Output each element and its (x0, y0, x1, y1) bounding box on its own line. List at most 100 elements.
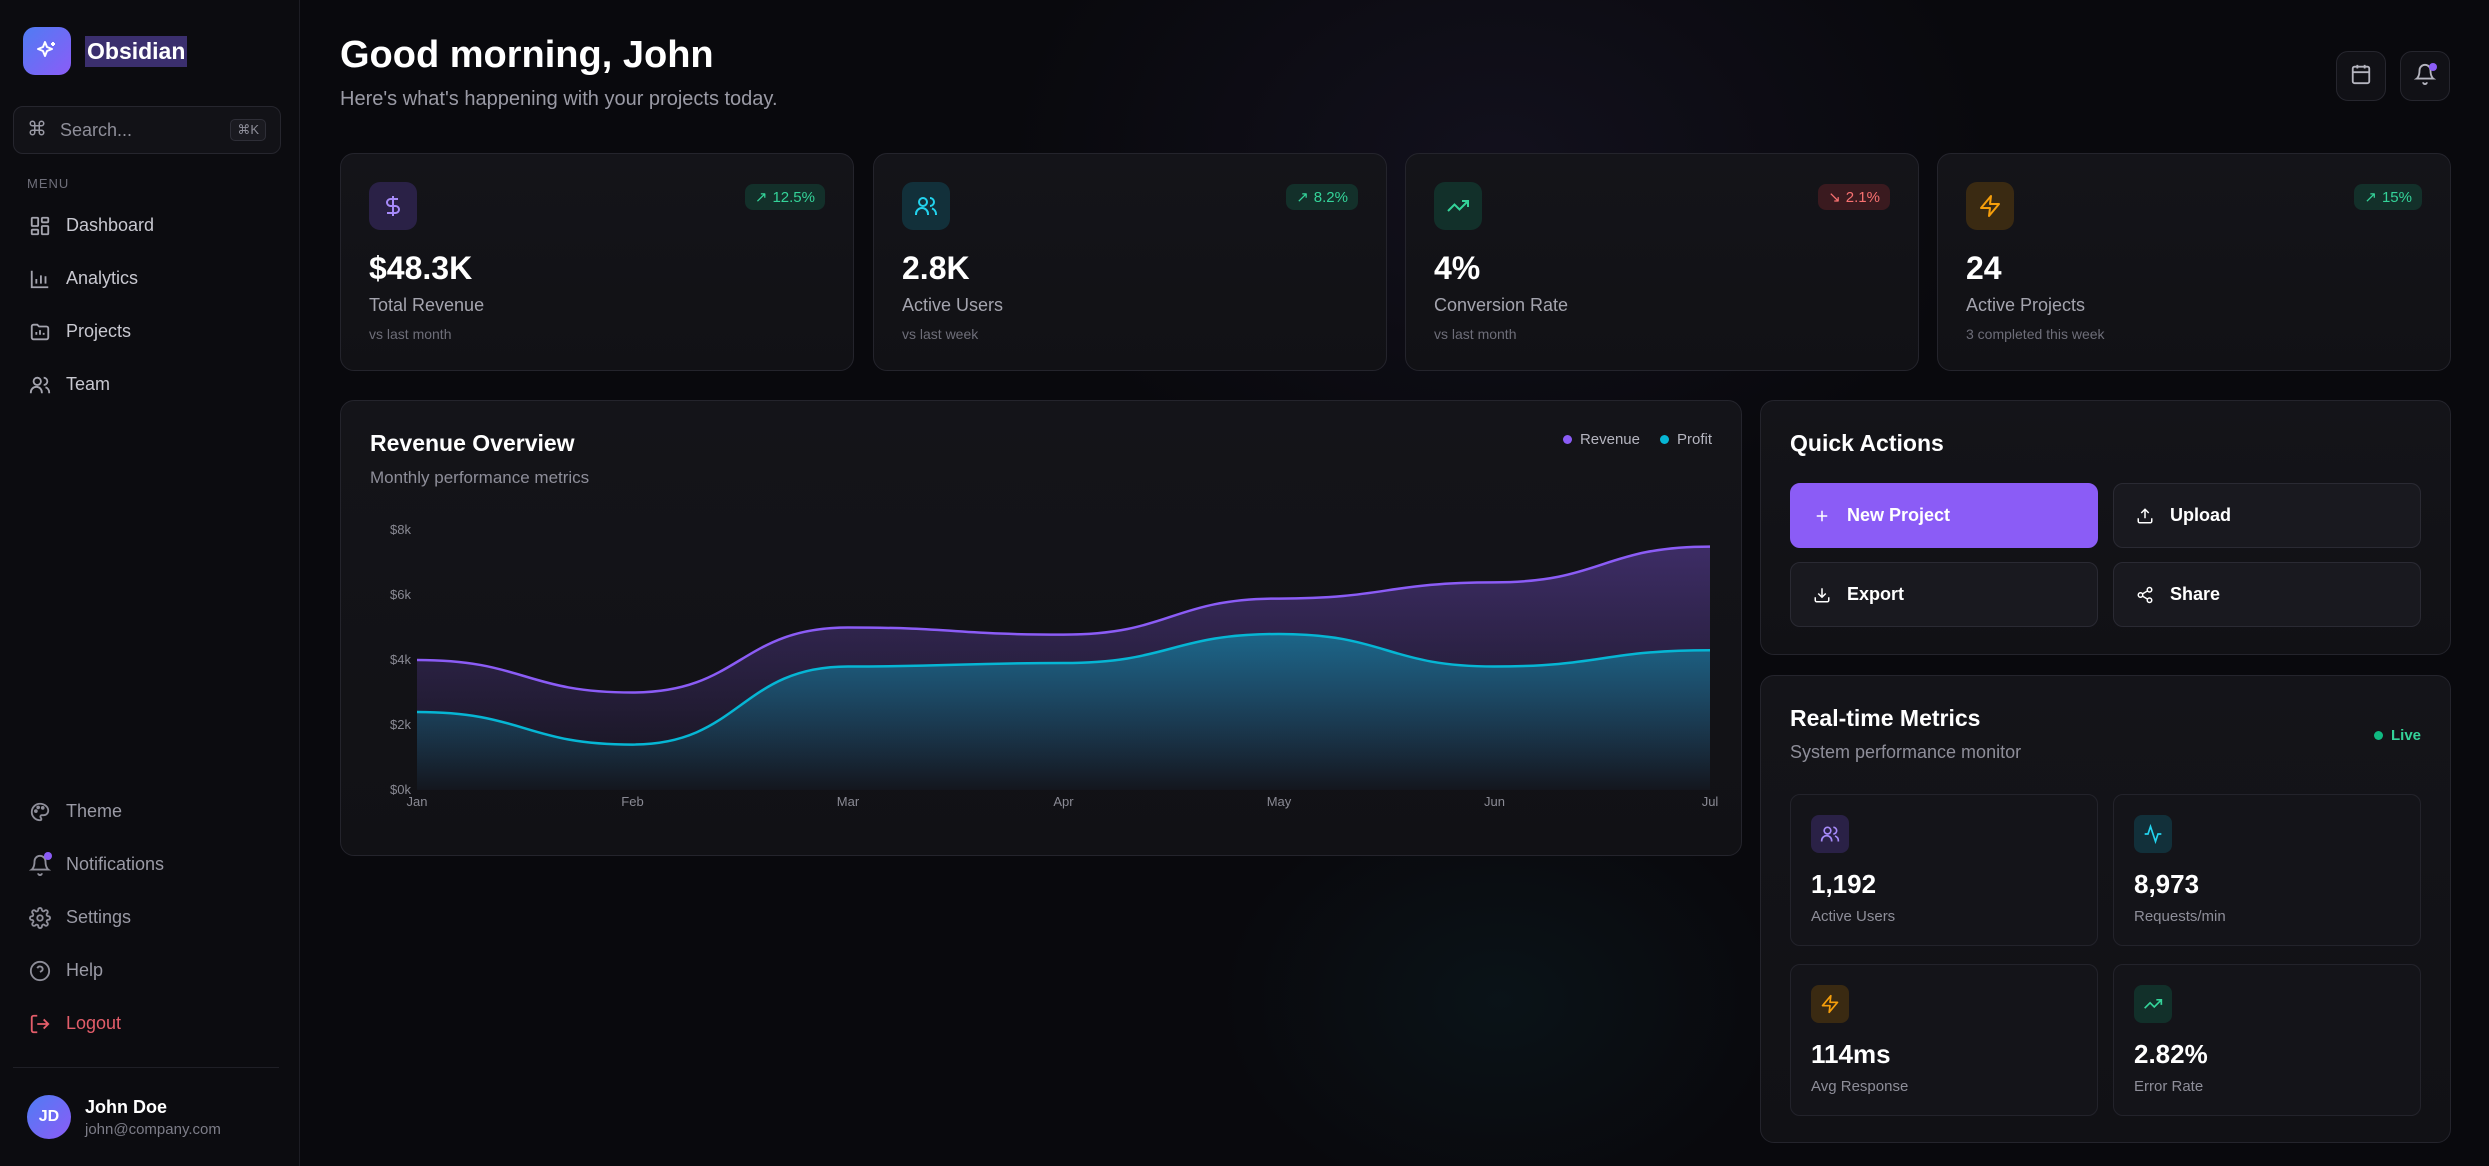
sidebar-item-theme[interactable]: Theme (27, 785, 164, 838)
x-tick-label: May (1267, 794, 1292, 809)
sidebar-item-projects[interactable]: Projects (27, 305, 154, 358)
realtime-title: Real-time Metrics (1790, 705, 1981, 731)
stat-card-conversion[interactable]: ↘ 2.1% 4% Conversion Rate vs last month (1405, 153, 1919, 371)
stat-card-revenue[interactable]: ↗ 12.5% $48.3K Total Revenue vs last mont… (340, 153, 854, 371)
sidebar-item-analytics[interactable]: Analytics (27, 252, 154, 305)
series-area-profit (417, 634, 1710, 790)
sidebar-item-label: Help (66, 960, 104, 980)
trend-up-icon: ↗ (1296, 189, 1309, 206)
trending-up-icon (2134, 985, 2172, 1023)
stat-label: Active Users (902, 295, 1004, 315)
trend-value: 12.5% (772, 188, 815, 206)
stat-value: 4% (1434, 250, 1481, 286)
stat-card-projects[interactable]: ↗ 15% 24 Active Projects 3 completed this… (1937, 153, 2451, 371)
trend-badge: ↗ 15% (2354, 184, 2422, 210)
stat-value: $48.3K (369, 250, 473, 286)
avatar: JD (27, 1095, 71, 1139)
stat-sub: vs last month (369, 326, 452, 342)
live-dot (2373, 731, 2383, 740)
command-icon (28, 119, 46, 142)
trend-up-icon: ↗ (754, 189, 768, 206)
upload-icon (2134, 505, 2156, 527)
menu-label: MENU (27, 176, 70, 191)
stat-label: Conversion Rate (1434, 295, 1569, 315)
sidebar-item-help[interactable]: Help (27, 944, 164, 997)
y-tick-label: $4k (390, 652, 411, 667)
button-label: Upload (2170, 505, 2231, 525)
bell-icon (27, 851, 53, 878)
legend-label: Profit (1676, 431, 1712, 448)
user-profile[interactable]: JD John Doe john@company.com (27, 1095, 221, 1139)
metric-value: 8,973 (2134, 869, 2200, 899)
metric-value: 2.82% (2134, 1039, 2208, 1069)
metric-error-rate: 2.82% Error Rate (2113, 964, 2421, 1116)
stat-sub: vs last week (902, 326, 979, 342)
bell-icon (2413, 63, 2437, 90)
sidebar-item-dashboard[interactable]: Dashboard (27, 199, 154, 252)
series-line-profit (416, 632, 1711, 746)
sidebar-item-label: Team (66, 374, 111, 394)
trend-value: 8.2% (1313, 188, 1348, 206)
legend-item-revenue[interactable]: Revenue (1562, 431, 1640, 448)
trend-value: 2.1% (1845, 188, 1880, 206)
chart-title: Revenue Overview (370, 430, 575, 456)
button-label: Export (1847, 584, 1905, 604)
metric-label: Avg Response (1811, 1078, 1909, 1095)
metric-label: Error Rate (2134, 1078, 2204, 1095)
sidebar-item-label: Settings (66, 907, 132, 927)
users-icon (27, 372, 53, 398)
y-tick-label: $8k (390, 522, 411, 537)
sidebar-item-settings[interactable]: Settings (27, 891, 164, 944)
stat-label: Total Revenue (369, 295, 485, 315)
export-button[interactable]: Export (1790, 562, 2098, 627)
trend-badge: ↗ 8.2% (1286, 184, 1358, 210)
legend-item-profit[interactable]: Profit (1659, 431, 1712, 448)
stat-card-users[interactable]: ↗ 8.2% 2.8K Active Users vs last week (873, 153, 1387, 371)
calendar-button[interactable] (2336, 51, 2386, 101)
share-button[interactable]: Share (2113, 562, 2421, 627)
sidebar-divider (13, 1067, 279, 1068)
trend-down-icon: ↘ (1828, 189, 1841, 206)
plus-icon (1811, 505, 1833, 527)
revenue-chart-card: $0k $2k $4k $6k $8k Jan Feb Mar Apr May Jun Jul Rev… (340, 400, 1742, 856)
brand[interactable]: Obsidian (23, 27, 188, 75)
users-icon (902, 182, 950, 230)
main-nav: Dashboard Analytics Projects Team (27, 199, 154, 411)
zap-icon (1811, 985, 1849, 1023)
metric-label: Requests/min (2134, 908, 2226, 925)
search-input[interactable]: Search... ⌘K (13, 106, 281, 154)
sidebar-item-label: Analytics (66, 268, 139, 288)
users-icon (1811, 815, 1849, 853)
notifications-button[interactable] (2400, 51, 2450, 101)
sidebar-item-label: Projects (66, 321, 132, 341)
sidebar-item-notifications[interactable]: Notifications (27, 838, 164, 891)
calendar-icon (2350, 63, 2372, 90)
y-tick-label: $2k (390, 717, 411, 732)
sidebar-item-label: Theme (66, 801, 123, 821)
metric-label: Active Users (1811, 908, 1896, 925)
x-tick-label: Apr (1053, 794, 1074, 809)
search-shortcut: ⌘K (230, 119, 266, 141)
metric-requests: 8,973 Requests/min (2113, 794, 2421, 946)
legend-label: Revenue (1579, 431, 1640, 448)
grid-icon (27, 213, 53, 239)
stat-value: 24 (1966, 250, 2002, 286)
folder-icon (27, 319, 53, 345)
chart-subtitle: Monthly performance metrics (370, 468, 590, 487)
legend-dot (1659, 435, 1669, 444)
sidebar-item-logout[interactable]: Logout (27, 997, 164, 1050)
upload-button[interactable]: Upload (2113, 483, 2421, 548)
notification-dot (44, 851, 52, 860)
live-status-badge: Live (2373, 727, 2421, 744)
realtime-metrics-card: Real-time Metrics System performance mon… (1760, 675, 2451, 1143)
button-label: New Project (1847, 505, 1951, 525)
help-circle-icon (27, 958, 53, 984)
realtime-subtitle: System performance monitor (1790, 742, 2022, 762)
sidebar-item-team[interactable]: Team (27, 358, 154, 411)
metric-active-users: 1,192 Active Users (1790, 794, 2098, 946)
new-project-button[interactable]: New Project (1790, 483, 2098, 548)
sidebar-item-label: Logout (66, 1013, 122, 1033)
page-title: Good morning, John (340, 34, 714, 76)
user-name: John Doe (85, 1096, 168, 1117)
y-tick-label: $0k (390, 782, 411, 797)
